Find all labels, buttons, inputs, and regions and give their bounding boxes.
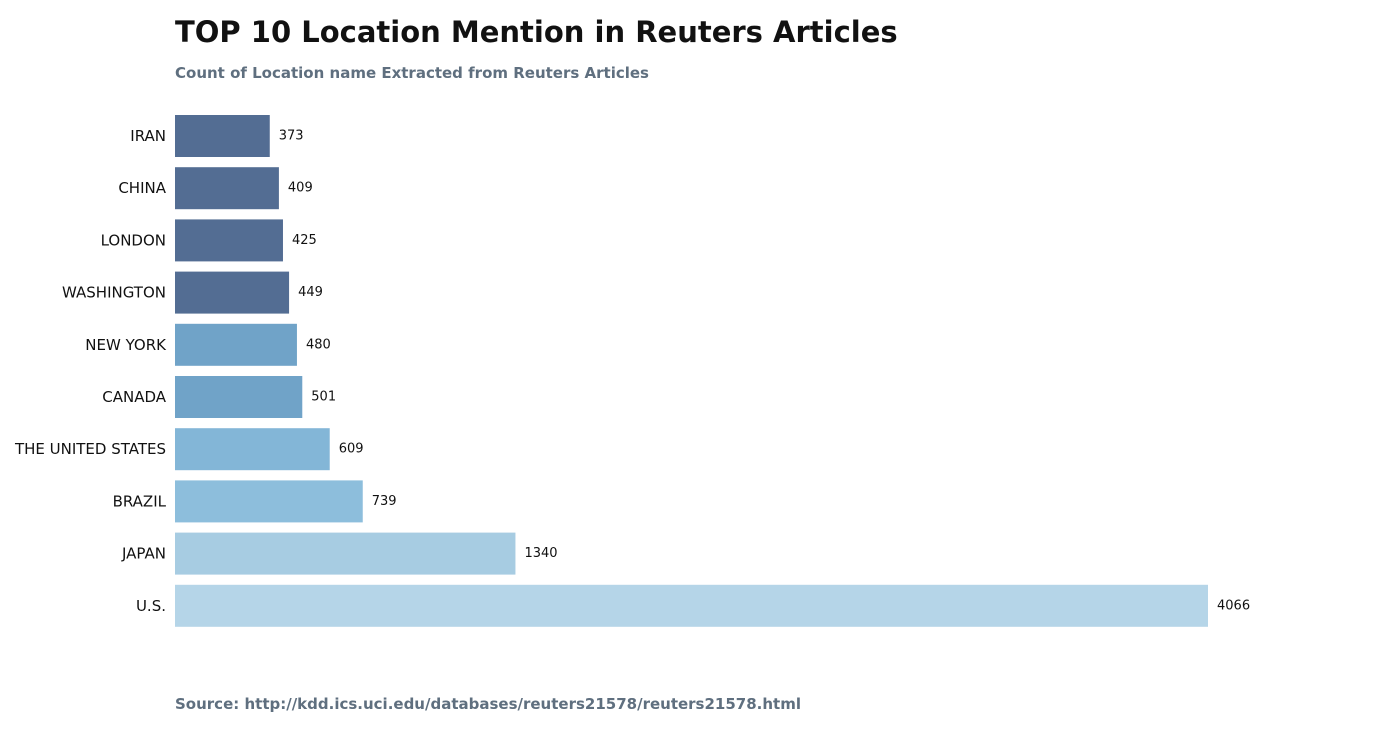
category-label: JAPAN [121, 545, 166, 563]
value-label: 501 [311, 390, 336, 405]
value-label: 480 [306, 337, 331, 352]
category-label: CHINA [118, 179, 166, 197]
chart-title: TOP 10 Location Mention in Reuters Artic… [175, 15, 898, 49]
value-label: 425 [292, 233, 317, 248]
value-label: 739 [372, 494, 397, 509]
bar-the-united-states [175, 428, 330, 471]
value-label: 373 [279, 129, 304, 144]
source-note: Source: http://kdd.ics.uci.edu/databases… [175, 695, 801, 713]
category-label: U.S. [136, 597, 166, 615]
bar-canada [175, 376, 303, 418]
category-label: WASHINGTON [62, 284, 166, 302]
value-label: 4066 [1217, 598, 1250, 613]
bar-u-s [175, 584, 1208, 627]
bar-iran [175, 115, 270, 157]
category-label: NEW YORK [85, 336, 167, 354]
category-label: IRAN [130, 127, 166, 145]
bar-new-york [175, 323, 297, 366]
bar-brazil [175, 480, 363, 523]
category-label: LONDON [101, 231, 166, 249]
category-label: CANADA [102, 388, 167, 406]
bar-japan [175, 532, 516, 575]
bar-china [175, 167, 279, 210]
category-label: BRAZIL [113, 492, 167, 510]
bar-washington [175, 271, 290, 314]
chart-subtitle: Count of Location name Extracted from Re… [175, 64, 649, 82]
value-label: 609 [339, 442, 364, 457]
category-label: THE UNITED STATES [14, 440, 166, 458]
value-label: 449 [298, 285, 323, 300]
value-label: 1340 [524, 546, 557, 561]
bar-london [175, 219, 283, 262]
value-label: 409 [288, 181, 313, 196]
